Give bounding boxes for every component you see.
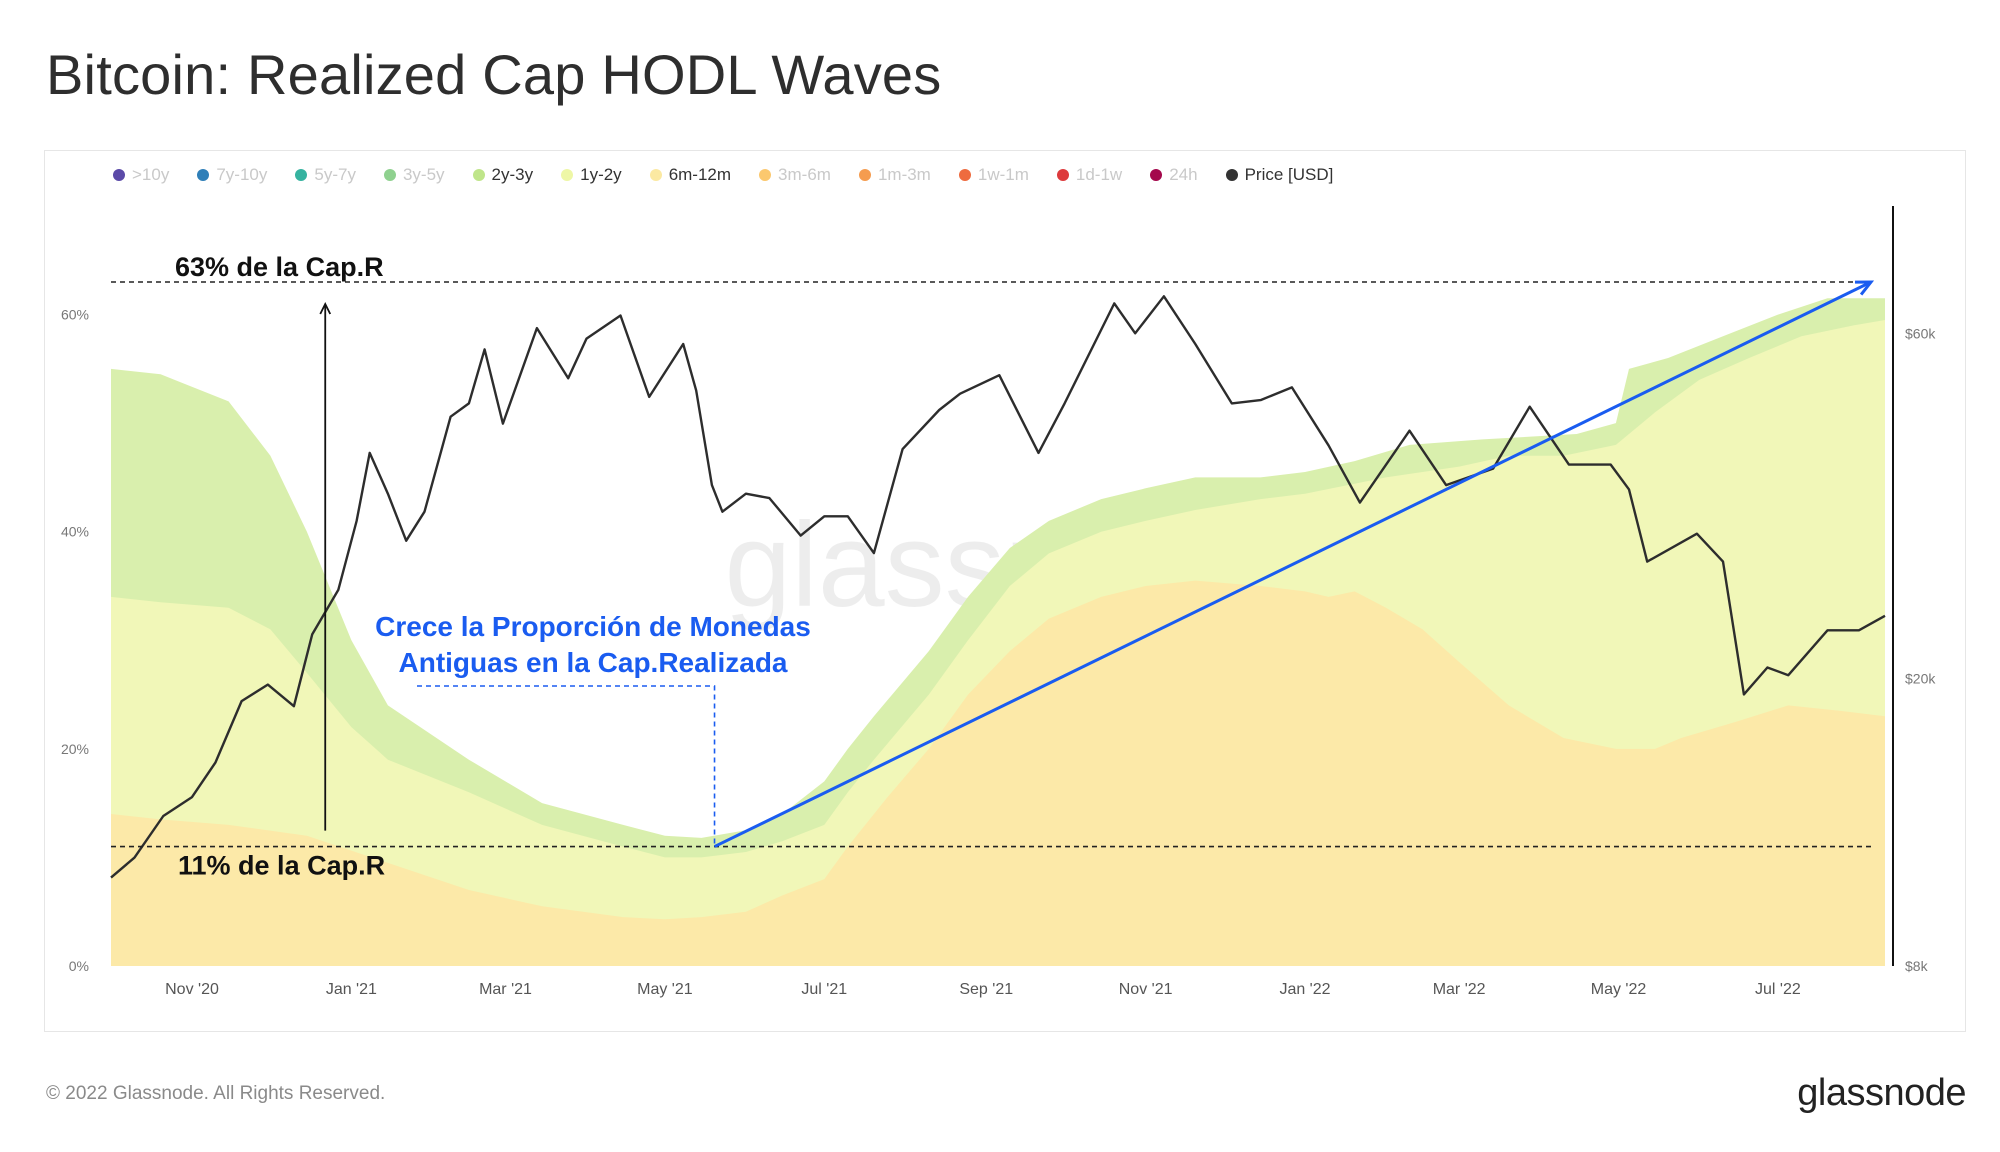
legend-item-price-usd-[interactable]: Price [USD] — [1225, 165, 1334, 185]
x-tick-label: Jul '21 — [801, 981, 847, 998]
legend-item-24h[interactable]: 24h — [1150, 165, 1198, 185]
callout-line-1: Crece la Proporción de Monedas — [375, 611, 811, 642]
legend-dot-icon — [383, 169, 396, 181]
legend-dot-icon — [1225, 169, 1238, 181]
legend-dot-icon — [295, 169, 308, 181]
y-left-tick-label: 40% — [61, 524, 89, 540]
legend-item-1y-2y[interactable]: 1y-2y — [561, 165, 622, 185]
legend-label: >10y — [132, 165, 170, 184]
legend-dot-icon — [858, 169, 871, 181]
legend-item-6m-12m[interactable]: 6m-12m — [649, 165, 732, 185]
legend-item-2y-3y[interactable]: 2y-3y — [472, 165, 534, 185]
callout-line-2: Antiguas en la Cap.Realizada — [399, 647, 788, 678]
legend-item-1d-1w[interactable]: 1d-1w — [1056, 165, 1123, 185]
legend-label: 1d-1w — [1075, 165, 1123, 184]
legend-dot-icon — [759, 169, 772, 181]
annotation-top-label: 63% de la Cap.R — [175, 252, 384, 282]
x-tick-label: May '21 — [637, 981, 693, 998]
legend-item-3y-5y[interactable]: 3y-5y — [383, 165, 445, 185]
legend-dot-icon — [1150, 169, 1163, 181]
legend-item-7y-10y[interactable]: 7y-10y — [197, 165, 267, 185]
x-tick-label: Nov '20 — [165, 981, 219, 998]
legend-dot-icon — [197, 169, 210, 181]
arrow-head-icon — [319, 301, 332, 315]
y-left-tick-label: 20% — [61, 741, 89, 757]
legend-dot-icon — [1056, 169, 1069, 181]
legend-item-3m-6m[interactable]: 3m-6m — [759, 165, 831, 185]
x-tick-label: Nov '21 — [1119, 981, 1173, 998]
legend-label: 1y-2y — [580, 165, 622, 184]
legend-label: 5y-7y — [314, 165, 356, 184]
legend-label: 2y-3y — [491, 165, 534, 184]
x-tick-label: Sep '21 — [959, 981, 1013, 998]
y-left-tick-label: 60% — [61, 307, 89, 323]
x-tick-label: May '22 — [1591, 981, 1647, 998]
legend-label: 3m-6m — [778, 165, 831, 184]
page-title: Bitcoin: Realized Cap HODL Waves — [46, 43, 942, 106]
legend-dot-icon — [561, 169, 574, 181]
legend-dot-icon — [113, 169, 125, 181]
legend-item-5y-7y[interactable]: 5y-7y — [295, 165, 356, 185]
legend-item-1w-1m[interactable]: 1w-1m — [958, 165, 1029, 185]
y-right-tick-label: $20k — [1905, 670, 1936, 686]
legend-label: 7y-10y — [216, 165, 268, 184]
x-tick-label: Jul '22 — [1755, 981, 1801, 998]
x-tick-label: Mar '22 — [1433, 981, 1486, 998]
glassnode-logo[interactable]: glassnode — [1797, 1072, 1966, 1114]
legend-label: 6m-12m — [668, 165, 732, 184]
legend-label: 24h — [1169, 165, 1198, 184]
x-tick-label: Mar '21 — [479, 981, 532, 998]
legend-item-1m-3m[interactable]: 1m-3m — [858, 165, 931, 185]
legend-dot-icon — [472, 169, 485, 181]
copyright-text: © 2022 Glassnode. All Rights Reserved. — [46, 1083, 386, 1104]
price-line — [110, 295, 1886, 879]
legend-label: 1w-1m — [977, 165, 1029, 184]
area-series-6m-12m — [111, 580, 1885, 966]
legend-label: Price [USD] — [1244, 165, 1334, 184]
legend-label: 1m-3m — [877, 165, 931, 184]
y-left-tick-label: 0% — [69, 958, 89, 974]
x-tick-label: Jan '22 — [1279, 981, 1330, 998]
legend-dot-icon — [649, 169, 662, 181]
x-tick-label: Jan '21 — [326, 981, 377, 998]
legend-item--10y[interactable]: >10y — [113, 165, 169, 185]
y-right-tick-label: $60k — [1905, 325, 1936, 341]
legend-label: 3y-5y — [402, 165, 445, 184]
annotation-bottom-label: 11% de la Cap.R — [178, 851, 385, 881]
y-right-tick-label: $8k — [1905, 958, 1929, 974]
trend-arrow-head-icon — [1854, 280, 1875, 296]
callout-connector — [417, 685, 716, 847]
legend-dot-icon — [958, 169, 971, 181]
legend: >10y 7y-10y 5y-7y 3y-5y 2y-3y 1y-2y 6m-12m 3m-6… — [113, 165, 1361, 185]
trend-arrow-line — [713, 280, 1872, 848]
